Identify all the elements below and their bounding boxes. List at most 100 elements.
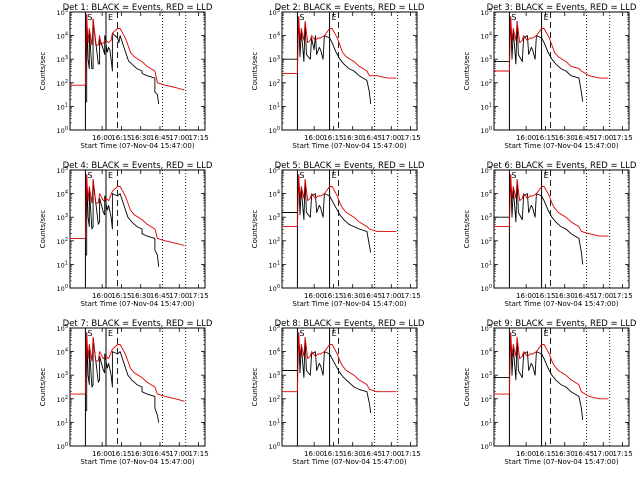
y-tick-label: 102 (481, 395, 492, 404)
plot-frame (493, 169, 630, 289)
y-tick-label: 103 (57, 371, 68, 380)
marker-label-e: E (332, 13, 337, 22)
y-tick-label: 100 (57, 284, 68, 293)
y-axis-label: Counts/sec (39, 52, 47, 91)
x-tick-label: 17:15 (400, 134, 420, 142)
detector-panel-4: Det 4: BLACK = Events, RED = LLD 100 101 10… (39, 161, 213, 308)
marker-label-s: S (511, 171, 516, 180)
y-tick-label: 104 (57, 348, 68, 357)
x-tick-label: 16:45 (574, 450, 594, 458)
x-tick-label: 16:00 (516, 292, 536, 300)
series-events (494, 174, 584, 265)
x-tick-label: 16:00 (92, 134, 112, 142)
x-tick-label: 16:45 (150, 450, 170, 458)
y-tick-label: 103 (57, 55, 68, 64)
x-tick-label: 16:15 (323, 292, 343, 300)
y-tick-label: 101 (57, 102, 68, 111)
x-tick-label: 16:00 (304, 450, 324, 458)
x-axis-label: Start Time (07-Nov-04 15:47:00) (504, 142, 618, 150)
y-tick-label: 102 (481, 237, 492, 246)
x-axis-label: Start Time (07-Nov-04 15:47:00) (80, 300, 194, 308)
plot-frame (69, 11, 206, 131)
y-tick-label: 105 (57, 166, 68, 175)
marker-label-s: S (511, 13, 516, 22)
series-lld (494, 16, 609, 79)
x-tick-label: 16:15 (111, 450, 131, 458)
marker-label-s: S (299, 13, 304, 22)
plot-frame (493, 327, 630, 447)
x-tick-label: 16:15 (535, 450, 555, 458)
marker-label-s: S (87, 171, 92, 180)
panel-title: Det 3: BLACK = Events, RED = LLD (487, 3, 637, 13)
panel-title: Det 2: BLACK = Events, RED = LLD (275, 3, 425, 13)
x-tick-label: 17:00 (169, 450, 189, 458)
x-tick-label: 17:15 (400, 450, 420, 458)
x-tick-label: 17:00 (593, 134, 613, 142)
y-tick-label: 105 (481, 324, 492, 333)
panel-title: Det 9: BLACK = Events, RED = LLD (487, 319, 637, 329)
y-tick-label: 102 (57, 395, 68, 404)
y-tick-label: 100 (269, 126, 280, 135)
x-tick-label: 16:00 (516, 134, 536, 142)
marker-label-e: E (332, 329, 337, 338)
x-axis-label: Start Time (07-Nov-04 15:47:00) (80, 458, 194, 466)
panel-title: Det 1: BLACK = Events, RED = LLD (63, 3, 213, 13)
series-lld (494, 174, 609, 237)
x-tick-label: 17:15 (400, 292, 420, 300)
detector-panel-8: Det 8: BLACK = Events, RED = LLD 100 101 10… (251, 319, 425, 466)
series-lld (70, 332, 185, 402)
x-tick-label: 16:30 (131, 292, 151, 300)
y-axis-label: Counts/sec (463, 52, 471, 91)
plot-frame (493, 11, 630, 131)
marker-label-e: E (108, 329, 113, 338)
x-tick-label: 17:15 (188, 134, 208, 142)
y-tick-label: 100 (481, 284, 492, 293)
y-axis-label: Counts/sec (39, 210, 47, 249)
detector-panel-7: Det 7: BLACK = Events, RED = LLD 100 101 10… (39, 319, 213, 466)
detector-panel-1: Det 1: BLACK = Events, RED = LLD 100 101 10… (39, 3, 213, 150)
x-tick-label: 16:30 (343, 134, 363, 142)
y-axis-label: Counts/sec (463, 368, 471, 407)
x-tick-label: 17:00 (593, 292, 613, 300)
detector-panel-9: Det 9: BLACK = Events, RED = LLD 100 101 10… (463, 319, 637, 466)
marker-label-s: S (87, 329, 92, 338)
plot-frame (69, 327, 206, 447)
series-lld (70, 13, 185, 91)
x-tick-label: 17:15 (612, 292, 632, 300)
y-axis-label: Counts/sec (39, 368, 47, 407)
x-tick-label: 16:45 (362, 292, 382, 300)
y-tick-label: 102 (481, 79, 492, 88)
y-tick-label: 101 (57, 260, 68, 269)
y-tick-label: 103 (57, 213, 68, 222)
x-tick-label: 17:00 (381, 134, 401, 142)
y-tick-label: 104 (269, 32, 280, 41)
series-events (282, 174, 372, 253)
x-tick-label: 16:45 (150, 292, 170, 300)
y-tick-label: 101 (481, 418, 492, 427)
x-tick-label: 16:00 (92, 292, 112, 300)
y-tick-label: 102 (57, 237, 68, 246)
y-tick-label: 103 (269, 213, 280, 222)
x-tick-label: 16:45 (362, 134, 382, 142)
y-tick-label: 104 (269, 190, 280, 199)
marker-label-s: S (87, 13, 92, 22)
y-tick-label: 104 (481, 348, 492, 357)
x-tick-label: 17:00 (169, 292, 189, 300)
x-tick-label: 17:15 (188, 292, 208, 300)
x-tick-label: 16:45 (362, 450, 382, 458)
y-tick-label: 100 (269, 442, 280, 451)
marker-label-e: E (332, 171, 337, 180)
marker-label-s: S (511, 329, 516, 338)
x-axis-label: Start Time (07-Nov-04 15:47:00) (292, 458, 406, 466)
series-lld (282, 332, 397, 393)
panel-title: Det 6: BLACK = Events, RED = LLD (487, 161, 637, 171)
series-lld (282, 16, 397, 79)
panel-title: Det 4: BLACK = Events, RED = LLD (63, 161, 213, 171)
y-tick-label: 103 (269, 371, 280, 380)
x-tick-label: 16:15 (535, 134, 555, 142)
series-events (282, 332, 372, 414)
x-tick-label: 16:00 (92, 450, 112, 458)
y-tick-label: 100 (481, 442, 492, 451)
series-lld (494, 332, 609, 400)
